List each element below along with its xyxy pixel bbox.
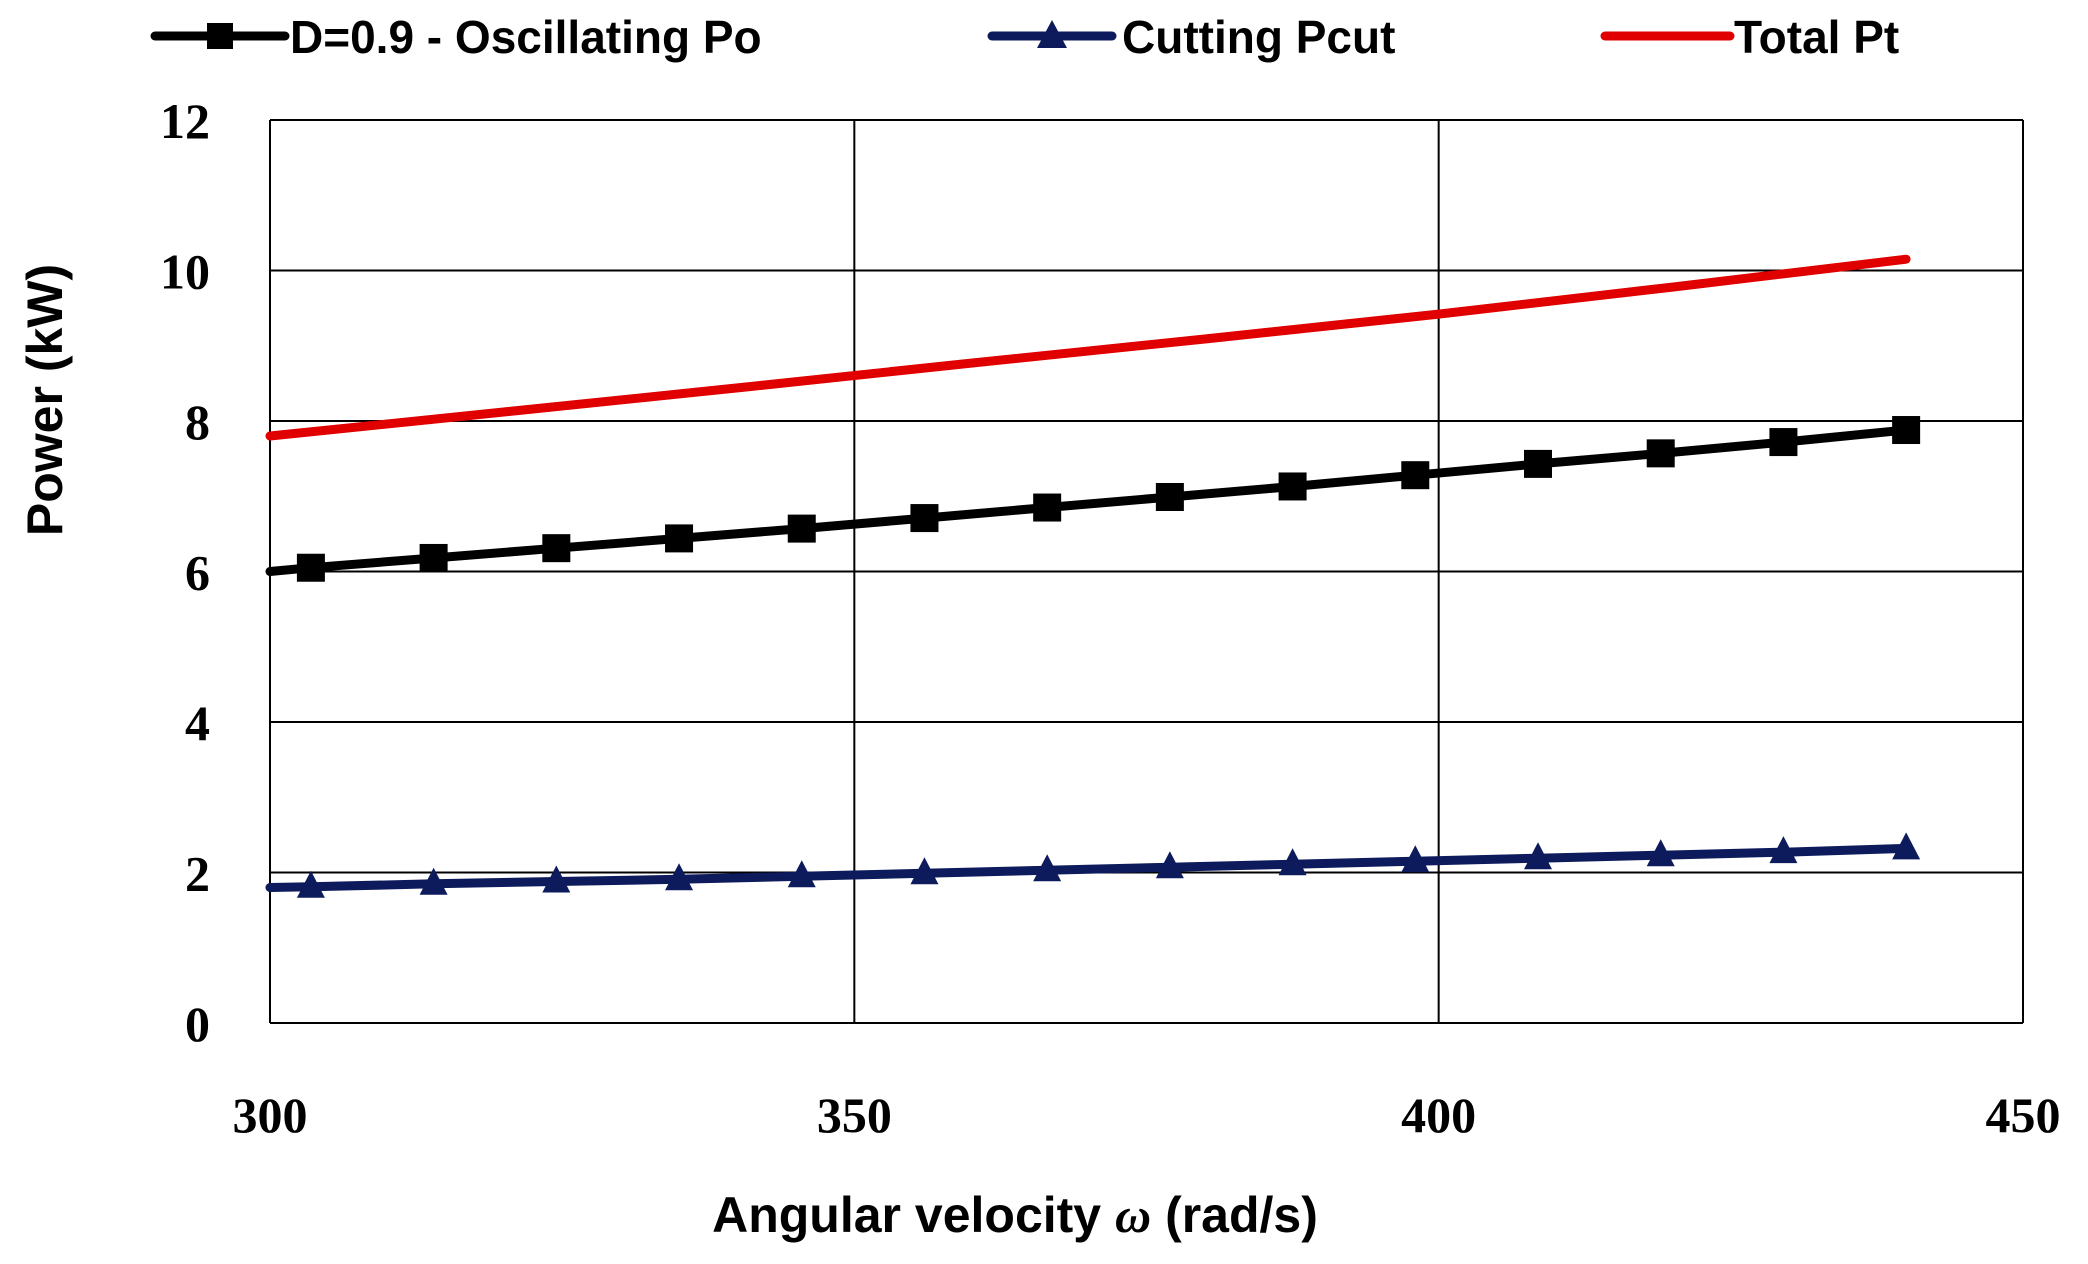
- data-point-square: [1278, 472, 1307, 501]
- series-total: [265, 254, 1911, 441]
- tick-labels: 0 2 4 6 8 10 12 300 350 400 450: [160, 93, 2061, 1143]
- data-point-triangle: [787, 860, 816, 888]
- series-line-total: [265, 254, 1911, 441]
- legend-entry-oscillating: D=0.9 - Oscillating Po: [150, 11, 762, 63]
- data-point-square: [1033, 493, 1062, 522]
- data-point-square: [296, 553, 325, 582]
- x-tick-label: 350: [817, 1087, 892, 1143]
- legend-square-marker: [207, 23, 233, 49]
- legend-triangle-marker: [1037, 20, 1067, 48]
- data-point-square: [787, 514, 816, 543]
- data-point-square: [1524, 449, 1553, 478]
- legend-entry-cutting: Cutting Pcut: [987, 11, 1395, 63]
- data-point-triangle: [1033, 854, 1062, 882]
- y-tick-label: 0: [185, 996, 210, 1052]
- data-point-triangle: [665, 863, 694, 891]
- data-point-triangle: [1155, 851, 1184, 879]
- data-point-square: [1892, 416, 1921, 445]
- data-point-triangle: [296, 870, 325, 898]
- legend-label-cutting: Cutting Pcut: [1122, 11, 1395, 63]
- x-tick-label: 400: [1401, 1087, 1476, 1143]
- series-layer: [265, 254, 1921, 898]
- data-point-triangle: [1892, 832, 1921, 860]
- y-tick-label: 12: [160, 93, 210, 149]
- x-tick-label: 300: [233, 1087, 308, 1143]
- x-tick-label: 450: [1986, 1087, 2061, 1143]
- data-point-triangle: [1401, 845, 1430, 873]
- series-oscillating: [265, 416, 1921, 582]
- data-point-triangle: [910, 857, 939, 885]
- legend: D=0.9 - Oscillating Po Cutting Pcut Tota…: [150, 11, 1899, 63]
- y-axis-title: Power (kW): [17, 264, 73, 536]
- y-tick-label: 10: [160, 244, 210, 300]
- data-point-square: [1646, 439, 1675, 468]
- data-point-square: [1155, 483, 1184, 512]
- y-tick-label: 2: [185, 846, 210, 902]
- data-point-triangle: [1278, 848, 1307, 876]
- y-tick-label: 6: [185, 545, 210, 601]
- gridlines: [269, 119, 2024, 1024]
- data-point-square: [419, 543, 448, 572]
- data-point-triangle: [1769, 836, 1798, 864]
- data-point-triangle: [542, 865, 571, 893]
- data-point-square: [1401, 461, 1430, 490]
- data-point-square: [910, 504, 939, 533]
- y-tick-label: 4: [185, 695, 210, 751]
- legend-label-oscillating: D=0.9 - Oscillating Po: [290, 11, 762, 63]
- data-point-square: [542, 534, 571, 563]
- legend-entry-total: Total Pt: [1600, 11, 1899, 63]
- data-point-square: [665, 524, 694, 553]
- data-point-triangle: [1646, 839, 1675, 867]
- data-point-triangle: [1524, 842, 1553, 870]
- y-tick-label: 8: [185, 394, 210, 450]
- data-point-square: [1769, 428, 1798, 457]
- x-axis-title: Angular velocity ω (rad/s): [712, 1187, 1318, 1243]
- series-cutting: [265, 832, 1921, 898]
- data-point-triangle: [419, 867, 448, 895]
- legend-label-total: Total Pt: [1734, 11, 1899, 63]
